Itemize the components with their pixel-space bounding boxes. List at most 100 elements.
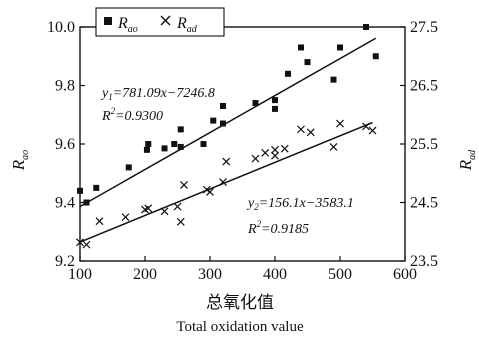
legend-marker-rad: [160, 15, 171, 26]
data-point-rad: [306, 128, 315, 137]
data-point-rad: [368, 126, 377, 135]
data-point-rad-stroke: [297, 125, 305, 134]
r2-rad: R2=0.9185: [247, 219, 309, 237]
data-point-rad: [202, 185, 211, 194]
data-point-rad-stroke: [219, 178, 227, 186]
x-tick-label: 200: [133, 266, 157, 283]
data-point-rao: [298, 44, 304, 51]
axis-ticks: 100 200 300 400 500 600 9.2 9.4 9.6 9.8 10.0 23.5 24…: [47, 19, 438, 283]
data-point-rad-stroke: [271, 145, 279, 154]
data-point-rad: [176, 217, 185, 226]
y-right-tick-label: 24.5: [410, 195, 438, 212]
data-point-rad-stroke: [329, 143, 338, 151]
x-axis-label-cn: 总氧化值: [206, 293, 274, 313]
legend-label-rao: Rao: [117, 15, 138, 35]
data-point-rad-stroke: [82, 240, 91, 249]
equation-rad: y2=156.1x−3583.1: [246, 196, 354, 212]
y-right-tick-label: 26.5: [410, 78, 438, 95]
data-point-rad: [362, 122, 370, 131]
y-left-tick-label: 9.8: [55, 78, 75, 95]
data-point-rao: [363, 24, 369, 30]
data-point-rad: [261, 148, 270, 157]
data-point-rad: [82, 240, 91, 249]
data-point-rao: [304, 59, 311, 66]
data-point-rao: [330, 76, 337, 83]
y-right-tick-label: 27.5: [410, 19, 438, 36]
data-point-rao: [252, 100, 259, 107]
data-point-rad: [336, 119, 344, 128]
data-point-rao: [77, 187, 83, 194]
data-point-rad: [206, 188, 214, 196]
data-point-rao: [145, 141, 152, 147]
data-point-rad-stroke: [261, 148, 270, 157]
data-point-rad-stroke: [368, 126, 377, 135]
data-point-rad: [271, 151, 279, 160]
data-point-rad: [329, 143, 338, 151]
data-point-rad: [280, 144, 289, 153]
data-point-rad: [121, 213, 130, 222]
data-point-rad: [180, 181, 188, 189]
r2-rao: R2=0.9300: [101, 106, 163, 124]
data-point-rad-stroke: [202, 185, 211, 194]
data-point-rad: [251, 154, 260, 163]
data-point-rad-stroke: [336, 119, 344, 128]
data-point-rao: [177, 126, 184, 133]
data-point-rao: [372, 53, 379, 60]
data-point-rao: [125, 164, 132, 171]
data-point-rad: [160, 207, 169, 216]
data-point-rad-stroke: [362, 122, 370, 131]
data-point-rao: [272, 105, 278, 112]
data-point-rad-stroke: [271, 151, 279, 160]
fit-line-rad: [79, 121, 373, 243]
data-point-rao: [143, 146, 150, 153]
legend-box: [95, 7, 225, 37]
data-point-rad-stroke: [121, 213, 130, 222]
x-tick-label: 400: [263, 266, 287, 283]
data-point-rao: [272, 97, 278, 104]
data-point-rad-stroke: [173, 202, 182, 211]
plot-frame: [79, 26, 406, 262]
legend: Rao Rad: [95, 7, 225, 37]
data-point-rao: [83, 199, 90, 206]
fit-line-rao: [79, 37, 377, 208]
data-point-rad-stroke: [251, 154, 260, 163]
data-point-rad: [144, 204, 153, 213]
y-left-tick-label: 9.2: [55, 253, 75, 270]
y-right-tick-label: 25.5: [410, 136, 438, 153]
data-point-rad-stroke: [76, 238, 84, 247]
data-point-rao: [177, 143, 184, 150]
data-point-rao: [285, 70, 291, 77]
legend-label-rad: Rad: [176, 15, 198, 35]
data-point-rad: [219, 178, 227, 186]
data-point-rao: [220, 120, 226, 127]
x-tick-label: 100: [68, 266, 92, 283]
data-point-rad: [297, 125, 305, 134]
equation-rao: y1=781.09x−7246.8: [100, 86, 215, 102]
x-tick-label: 300: [198, 266, 222, 283]
data-point-rao: [171, 141, 178, 147]
legend-marker-rao: [104, 17, 112, 25]
data-point-rao: [220, 102, 226, 109]
data-point-rad: [222, 157, 231, 166]
y-left-tick-label: 10.0: [47, 19, 75, 36]
data-point-rad: [173, 202, 182, 211]
data-point-rad: [95, 217, 104, 226]
data-point-rad-stroke: [180, 181, 188, 189]
y-left-tick-label: 9.4: [55, 195, 75, 212]
data-point-rad-stroke: [176, 217, 185, 226]
data-point-rad-stroke: [222, 157, 231, 166]
markers-rao: [77, 24, 379, 206]
y-axis-label-right: Rad: [456, 149, 478, 171]
y-axis-label-left: Rao: [9, 150, 31, 171]
y-right-tick-label: 23.5: [410, 253, 438, 270]
x-tick-label: 600: [393, 266, 417, 283]
data-point-rao: [210, 117, 217, 124]
data-point-rad: [271, 145, 279, 154]
data-point-rad-stroke: [306, 128, 315, 137]
data-point-rao: [161, 145, 168, 152]
data-point-rad-stroke: [95, 217, 104, 226]
data-point-rao: [93, 184, 100, 191]
data-point-rad-stroke: [206, 188, 214, 196]
x-tick-label: 500: [328, 266, 352, 283]
